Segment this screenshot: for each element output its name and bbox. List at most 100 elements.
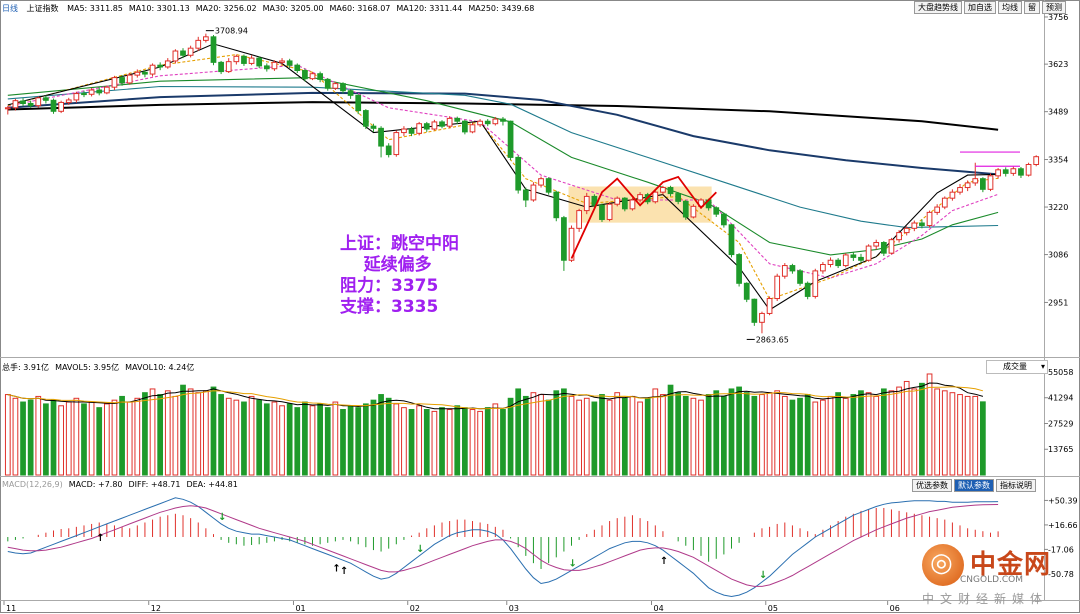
macd-panel: ↑↑ ↑↓↑↓↓↓ bbox=[7, 497, 999, 598]
ma-legend-item: MA20: 3256.02 bbox=[195, 4, 257, 13]
candle bbox=[522, 189, 529, 201]
candle bbox=[629, 199, 636, 210]
volume-bar bbox=[279, 405, 285, 476]
candle bbox=[637, 194, 643, 201]
ma-line-ma250 bbox=[7, 101, 999, 131]
volume-bar bbox=[888, 390, 895, 476]
candle bbox=[972, 178, 979, 184]
volume-bar bbox=[705, 394, 712, 476]
candle bbox=[187, 47, 194, 56]
candle bbox=[1010, 168, 1017, 174]
volume-bar bbox=[96, 407, 103, 476]
y-tick-label: 3489 bbox=[1048, 108, 1068, 117]
cross-arrow-icon: ↓ bbox=[416, 544, 424, 555]
candle bbox=[766, 298, 773, 314]
volume-indicator-select[interactable]: 成交量 ▾ bbox=[986, 360, 1048, 374]
candle bbox=[858, 256, 864, 261]
volume-bar bbox=[842, 397, 849, 476]
volume-legend-item: MAVOL10: 4.24亿 bbox=[125, 363, 195, 372]
volume-bar bbox=[964, 395, 971, 476]
volume-bar bbox=[873, 395, 880, 476]
toolbar-button[interactable]: 均线 bbox=[998, 1, 1022, 14]
volume-bar bbox=[606, 399, 613, 476]
volume-bar bbox=[667, 384, 674, 476]
volume-bar bbox=[180, 384, 186, 476]
volume-bar bbox=[362, 403, 369, 476]
x-tick-label: 01 bbox=[295, 604, 305, 613]
volume-bar bbox=[408, 409, 415, 476]
volume-bar bbox=[149, 388, 156, 476]
volume-bar bbox=[568, 395, 575, 476]
volume-bar bbox=[972, 395, 979, 476]
cross-arrow-icon: ↓ bbox=[218, 512, 226, 523]
macd-legend-item: MACD: +7.80 bbox=[68, 480, 123, 489]
toolbar-button[interactable]: 留 bbox=[1024, 1, 1040, 14]
candle bbox=[27, 102, 34, 107]
candle bbox=[774, 275, 781, 300]
volume-bar bbox=[522, 395, 529, 476]
cross-arrow-icon: ↓ bbox=[759, 570, 767, 581]
volume-bar bbox=[591, 401, 598, 476]
ma-line-ma10 bbox=[7, 54, 999, 300]
y-tick-label: 3623 bbox=[1048, 60, 1068, 69]
candle bbox=[454, 117, 461, 122]
x-tick-label: 04 bbox=[654, 604, 664, 613]
ma-line-ma5 bbox=[7, 43, 999, 311]
y-tick-label: 3354 bbox=[1048, 156, 1068, 165]
candle bbox=[736, 254, 742, 284]
volume-legend-item: 总手: 3.91亿 bbox=[2, 363, 50, 372]
toolbar-button[interactable]: 加自选 bbox=[964, 1, 996, 14]
volume-bar bbox=[378, 394, 384, 476]
volume-bar bbox=[340, 409, 346, 476]
candle bbox=[530, 184, 537, 201]
macd-param-button[interactable]: 默认参数 bbox=[954, 479, 994, 492]
toolbar-button[interactable]: 大盘趋势线 bbox=[914, 1, 962, 14]
candle bbox=[721, 213, 727, 226]
volume-bar bbox=[675, 392, 682, 476]
volume-bar bbox=[119, 395, 125, 476]
volume-bar bbox=[538, 394, 544, 476]
volume-bar bbox=[210, 386, 217, 476]
mavol-line bbox=[7, 386, 984, 410]
volume-indicator-value: 成交量 bbox=[1003, 362, 1027, 371]
macd-param-button[interactable]: 指标说明 bbox=[996, 479, 1036, 492]
macd-param-button[interactable]: 优选参数 bbox=[912, 479, 952, 492]
candle bbox=[865, 245, 872, 261]
ma-legend-item: MA60: 3168.07 bbox=[329, 4, 391, 13]
candle bbox=[576, 210, 582, 229]
volume-bar bbox=[134, 397, 141, 476]
volume-y-tick-label: 55058 bbox=[1048, 368, 1073, 377]
candle bbox=[842, 254, 849, 267]
analysis-annotation: 上证：跳空中阳 延续偏多 阻力：3375 支撑：3335 bbox=[340, 234, 459, 318]
candle bbox=[362, 110, 369, 127]
candle bbox=[408, 128, 415, 134]
candle bbox=[789, 265, 796, 272]
extreme-label: 2863.65 bbox=[756, 335, 789, 344]
candle bbox=[728, 224, 735, 256]
candle bbox=[888, 239, 895, 254]
candle bbox=[507, 120, 514, 158]
annotation-line-2: 延续偏多 bbox=[340, 255, 432, 275]
volume-bar bbox=[583, 397, 590, 476]
volume-bar bbox=[416, 405, 423, 476]
volume-bar bbox=[4, 394, 11, 476]
candle bbox=[203, 36, 209, 41]
kline-panel: 3708.94 2863.65 bbox=[4, 27, 1040, 344]
candle bbox=[393, 132, 400, 156]
toolbar-button[interactable]: 预测 bbox=[1042, 1, 1066, 14]
candle bbox=[660, 187, 666, 193]
candle bbox=[210, 36, 217, 63]
candle bbox=[142, 71, 148, 75]
candle bbox=[119, 77, 125, 84]
top-toolbar: 大盘趋势线 加自选 均线留预测 bbox=[912, 1, 1066, 14]
ma-legend-item: MA5: 3311.85 bbox=[67, 4, 123, 13]
volume-bar bbox=[553, 390, 560, 476]
volume-bar bbox=[469, 409, 476, 476]
candle bbox=[667, 187, 674, 195]
candle bbox=[370, 125, 377, 129]
candle bbox=[324, 78, 331, 89]
candle bbox=[164, 60, 171, 68]
volume-bar bbox=[309, 405, 316, 476]
